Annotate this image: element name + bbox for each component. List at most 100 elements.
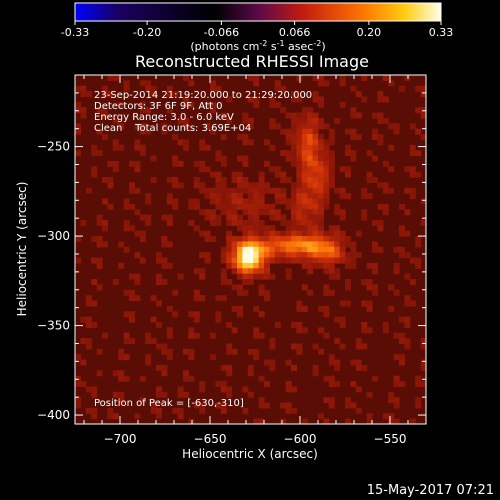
heatmap-cell	[415, 171, 422, 178]
heatmap-cell	[199, 182, 206, 189]
heatmap-cell	[96, 370, 103, 377]
heatmap-cell	[280, 418, 287, 424]
heatmap-cell	[274, 246, 281, 253]
heatmap-cell	[204, 257, 211, 264]
heatmap-cell	[193, 182, 200, 189]
heatmap-cell	[226, 203, 233, 210]
heatmap-cell	[312, 214, 319, 221]
heatmap-cell	[215, 155, 222, 162]
heatmap-cell	[291, 225, 297, 232]
heatmap-cell	[415, 128, 422, 135]
heatmap-cell	[145, 193, 152, 200]
heatmap-cell	[226, 209, 233, 216]
heatmap-cell	[420, 112, 426, 119]
heatmap-cell	[328, 155, 335, 162]
heatmap-cell	[247, 219, 254, 226]
heatmap-cell	[323, 332, 330, 339]
heatmap-cell	[312, 203, 319, 210]
heatmap-cell	[345, 300, 351, 307]
heatmap-cell	[166, 214, 173, 221]
heatmap-cell	[301, 257, 308, 264]
colorbar-ticks: -0.33 -0.20 -0.066 0.066 0.20 0.33	[61, 21, 453, 39]
heatmap-cell	[220, 273, 227, 280]
heatmap-cell	[296, 219, 303, 226]
heatmap-cell	[377, 203, 384, 210]
heatmap-cell	[334, 316, 341, 323]
heatmap-cell	[323, 198, 330, 205]
heatmap-cell	[318, 101, 324, 108]
heatmap-cell	[123, 80, 130, 87]
heatmap-cell	[183, 375, 189, 382]
heatmap-cell	[247, 193, 254, 200]
heatmap-cell	[156, 300, 162, 307]
heatmap-cell	[215, 150, 222, 157]
heatmap-cell	[226, 193, 233, 200]
heatmap-cell	[253, 230, 260, 237]
heatmap-cell	[247, 203, 254, 210]
heatmap-cell	[107, 203, 114, 210]
heatmap-cell	[237, 236, 243, 243]
heatmap-cell	[253, 187, 260, 194]
heatmap-cell	[231, 252, 238, 259]
heatmap-cell	[318, 241, 324, 248]
heatmap-cell	[237, 219, 243, 226]
heatmap-cell	[247, 364, 254, 371]
heatmap-cell	[296, 160, 303, 167]
x-tick-label: −700	[104, 432, 137, 446]
heatmap-cell	[264, 273, 270, 280]
heatmap-cell	[420, 359, 426, 366]
heatmap-cell	[91, 257, 98, 264]
heatmap-cell	[372, 128, 378, 135]
heatmap-cell	[161, 241, 168, 248]
heatmap-cell	[112, 160, 119, 167]
heatmap-cell	[226, 96, 233, 103]
heatmap-cell	[318, 160, 324, 167]
heatmap-cell	[177, 117, 184, 124]
heatmap-cell	[204, 101, 211, 108]
plot-frame	[74, 74, 427, 425]
heatmap-cell	[318, 327, 324, 334]
heatmap-cell	[166, 198, 173, 205]
heatmap-cell	[204, 230, 211, 237]
heatmap-cell	[215, 171, 222, 178]
colorbar-unit-label: (photons cm-2 s-1 asec-2)	[190, 39, 325, 53]
heatmap-cell	[372, 284, 378, 291]
heatmap-cell	[145, 359, 152, 366]
heatmap-cell	[129, 338, 135, 345]
heatmap-cell	[291, 257, 297, 264]
heatmap-cell	[377, 219, 384, 226]
heatmap-cell	[291, 155, 297, 162]
heatmap-cell	[301, 166, 308, 173]
heatmap-cell	[307, 171, 314, 178]
colorbar-tick-label: 0.20	[357, 26, 382, 39]
heatmap-cell	[150, 155, 157, 162]
y-tick-label: −250	[37, 140, 70, 154]
heatmap-cell	[285, 257, 292, 264]
heatmap-cell	[112, 279, 119, 285]
heatmap-cell	[237, 305, 243, 312]
heatmap-cell	[118, 123, 125, 130]
heatmap-cell	[193, 225, 200, 232]
heatmap-cell	[307, 193, 314, 200]
heatmap-cell	[399, 230, 405, 237]
heatmap-cell	[269, 96, 276, 103]
heatmap-cell	[318, 166, 324, 173]
heatmap-cell	[296, 139, 303, 146]
heatmap-cell	[339, 236, 346, 243]
heatmap-cell	[258, 225, 265, 232]
heatmap-cell	[264, 139, 270, 146]
colorbar-tick-label: -0.20	[133, 26, 161, 39]
heatmap-cell	[366, 391, 373, 398]
heatmap-cell	[361, 321, 368, 328]
heatmap-cell	[328, 397, 335, 404]
heatmap-cell	[242, 160, 249, 167]
heatmap-cell	[237, 155, 243, 162]
heatmap-cell	[237, 171, 243, 178]
heatmap-cell	[328, 230, 335, 237]
heatmap-cell	[253, 348, 260, 355]
heatmap-cell	[334, 268, 341, 275]
heatmap-cell	[296, 236, 303, 243]
heatmap-cell	[231, 219, 238, 226]
heatmap-cell	[156, 321, 162, 328]
heatmap-cell	[237, 289, 243, 296]
